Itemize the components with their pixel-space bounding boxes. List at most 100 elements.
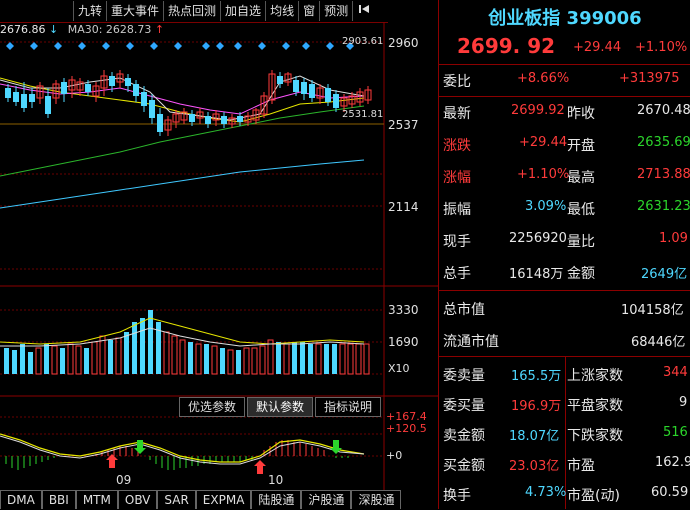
indicator-axis-mid: +120.5 <box>386 422 427 435</box>
quote-row-latest: 最新 2699.92 昨收 2670.48 <box>439 96 690 128</box>
toolbar-button-moving-average[interactable]: 均线 <box>265 1 298 21</box>
row-label: 总市值 <box>443 302 485 318</box>
tab-hk-connect[interactable]: 陆股通 <box>251 490 302 509</box>
row-label: 涨幅 <box>443 170 471 186</box>
indicator-line-yellow <box>0 433 365 463</box>
row-value2: 9 <box>679 395 688 410</box>
up-arrow-icon: ↑ <box>154 23 165 36</box>
row-label: 卖金额 <box>443 428 485 444</box>
volume-bars <box>4 310 370 375</box>
buy-arrow-icon <box>254 460 266 474</box>
indicator-axis-zero: +0 <box>386 449 403 462</box>
event-markers <box>6 42 354 50</box>
row-value2: 60.59 <box>651 485 689 500</box>
row-value: 2699.92 <box>511 103 565 118</box>
chart-toolbar: 九转 重大事件 热点回测 加自选 均线 窗 预测 <box>0 0 388 23</box>
row-value: 4.73% <box>525 485 567 500</box>
axis-label-top: 2960 <box>388 36 419 50</box>
volume-axis-mid: 1690 <box>388 335 419 349</box>
row-label2: 最低 <box>567 202 595 218</box>
row-label: 涨跌 <box>443 138 471 154</box>
row-value: 104158亿 <box>621 303 684 318</box>
row-value: 165.5万 <box>511 369 562 384</box>
candlesticks <box>5 70 372 136</box>
indicator-param-buttons: 优选参数 默认参数 指标说明 <box>177 397 382 417</box>
row-value2: 162.9 <box>655 455 690 470</box>
tab-sz-connect[interactable]: 深股通 <box>351 490 402 509</box>
tab-dma[interactable]: DMA <box>0 490 42 509</box>
quote-row-turnover: 换手 4.73% 市盈(动) 60.59 <box>439 478 690 510</box>
row-label2: 平盘家数 <box>567 398 623 414</box>
row-label: 现手 <box>443 234 471 250</box>
low-price-marker: 2531.81 <box>342 109 384 120</box>
price-change-pct: +1.10% <box>635 40 688 55</box>
row-label2: 市盈(动) <box>567 488 620 504</box>
toolbar-button-jiuzhuan[interactable]: 九转 <box>73 1 106 21</box>
volume-unit: X10 <box>388 362 410 375</box>
buy-arrow-icon <box>106 454 118 468</box>
quote-row-change: 涨跌 +29.44 开盘 2635.69 <box>439 128 690 160</box>
optimize-params-button[interactable]: 优选参数 <box>179 397 246 417</box>
row-value: 18.07亿 <box>509 429 560 444</box>
indicator-help-button[interactable]: 指标说明 <box>315 397 382 417</box>
tab-obv[interactable]: OBV <box>117 490 158 509</box>
indicator-axis-top: +167.4 <box>386 410 427 423</box>
ma30-label: MA30: 2628.73 <box>67 23 152 36</box>
last-price: 2699. 92 <box>457 34 556 58</box>
quote-row-ask-volume: 委卖量 165.5万 上涨家数 344 <box>439 358 690 390</box>
row-label2: 最高 <box>567 170 595 186</box>
row-value2: 344 <box>663 365 688 380</box>
row-value2: 2713.88 <box>637 167 690 182</box>
row-label2: 昨收 <box>567 106 595 122</box>
date-label-10: 10 <box>268 473 284 487</box>
quote-row-total-hand: 总手 16148万 金额 2649亿 <box>439 256 690 288</box>
quote-row-bid-amount: 买金额 23.03亿 市盈 162.9 <box>439 448 690 480</box>
row-value: 3.09% <box>525 199 567 214</box>
sell-arrow-icon <box>330 440 342 454</box>
down-arrow-icon: ↓ <box>49 23 59 36</box>
toolbar-button-forecast[interactable]: 预测 <box>319 1 352 21</box>
volume-axis-top: 3330 <box>388 303 419 317</box>
tab-sh-connect[interactable]: 沪股通 <box>301 490 352 509</box>
axis-label-low: 2114 <box>388 200 419 214</box>
quote-row-float-cap: 流通市值 68446亿 <box>439 324 690 356</box>
row-value2: 2631.23 <box>637 199 690 214</box>
default-params-button[interactable]: 默认参数 <box>247 397 314 417</box>
row-label: 换手 <box>443 488 471 504</box>
toolbar-button-add-watchlist[interactable]: 加自选 <box>220 1 265 21</box>
toolbar-button-window[interactable]: 窗 <box>298 1 319 21</box>
row-value: 23.03亿 <box>509 459 560 474</box>
quote-row-current-hand: 现手 2256920 量比 1.09 <box>439 224 690 256</box>
toolbar-button-hotspot-backtest[interactable]: 热点回测 <box>163 1 220 21</box>
indicator-tabs: DMA BBI MTM OBV SAR EXPMA 陆股通 沪股通 深股通 <box>0 490 402 509</box>
quote-row-amplitude: 振幅 3.09% 最低 2631.23 <box>439 192 690 224</box>
row-label2: 开盘 <box>567 138 595 154</box>
skip-back-icon[interactable] <box>352 1 375 21</box>
row-label: 流通市值 <box>443 334 499 350</box>
row-label: 委买量 <box>443 398 485 414</box>
indicator-line-white <box>0 435 365 465</box>
tab-expma[interactable]: EXPMA <box>195 490 252 509</box>
chart-legend: 2676.86 ↓ MA30: 2628.73 ↑ <box>0 23 164 36</box>
row-label2: 金额 <box>567 266 595 282</box>
quote-row-change-pct: 涨幅 +1.10% 最高 2713.88 <box>439 160 690 192</box>
volume-ma-white <box>0 327 365 347</box>
quote-panel: 创业板指 399006 2699. 92 +29.44 +1.10% 委比 +8… <box>438 0 690 509</box>
price-bar: 2699. 92 +29.44 +1.10% <box>439 32 690 62</box>
tab-sar[interactable]: SAR <box>157 490 196 509</box>
tab-mtm[interactable]: MTM <box>75 490 118 509</box>
ma-yellow <box>0 77 365 123</box>
quote-row-market-cap: 总市值 104158亿 <box>439 292 690 324</box>
row-value: 68446亿 <box>631 335 686 350</box>
order-ratio-value: +8.66% <box>517 71 570 86</box>
index-title: 创业板指 399006 <box>488 8 642 29</box>
quote-row-ask-amount: 卖金额 18.07亿 下跌家数 516 <box>439 418 690 450</box>
toolbar-button-major-events[interactable]: 重大事件 <box>106 1 163 21</box>
order-ratio-row: 委比 +8.66% +313975 <box>439 64 690 96</box>
tab-bbi[interactable]: BBI <box>41 490 76 509</box>
ma-long-green <box>0 105 365 177</box>
current-price-label: 2676.86 <box>0 23 46 36</box>
row-label2: 下跌家数 <box>567 428 623 444</box>
volume-ma-yellow <box>0 317 365 345</box>
row-value2: 2649亿 <box>641 267 688 282</box>
